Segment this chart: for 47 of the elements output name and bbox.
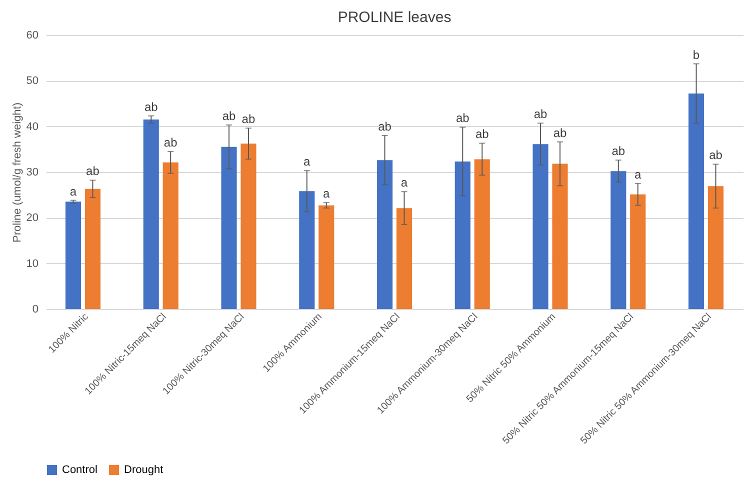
y-tick-label: 60 xyxy=(26,30,38,42)
annotation: ab xyxy=(242,112,256,126)
annotation: ab xyxy=(709,148,723,162)
annotation: b xyxy=(692,48,700,62)
annotation: a xyxy=(70,184,77,198)
annotation: ab xyxy=(378,119,392,134)
annotation: ab xyxy=(222,108,236,123)
annotation: ab xyxy=(456,111,470,126)
bar xyxy=(162,162,178,309)
bar xyxy=(318,205,334,309)
y-tick-label: 20 xyxy=(26,212,38,224)
y-tick-label: 50 xyxy=(26,75,38,88)
annotation: a xyxy=(323,186,330,201)
bar xyxy=(532,144,548,309)
bar xyxy=(65,202,82,309)
annotation: ab xyxy=(475,127,490,142)
bar xyxy=(454,161,470,309)
bar xyxy=(240,144,256,309)
annotation: ab xyxy=(612,144,626,158)
annotation: a xyxy=(400,176,408,190)
y-tick-label: 0 xyxy=(32,304,38,316)
y-axis-title: Proline (umol/g fresh weight) xyxy=(11,102,24,243)
bar xyxy=(688,93,704,309)
bar xyxy=(84,188,101,309)
annotation: ab xyxy=(164,135,178,150)
chart-title: PROLINE leaves xyxy=(338,9,452,26)
annotation: a xyxy=(634,167,642,182)
legend-label: Control xyxy=(62,464,98,476)
annotation: a xyxy=(304,154,311,169)
annotation: ab xyxy=(144,100,158,114)
bar xyxy=(376,160,393,309)
bar xyxy=(552,164,568,309)
bar xyxy=(630,194,646,309)
annotation: ab xyxy=(534,107,548,122)
bar xyxy=(299,191,315,309)
annotation: ab xyxy=(86,164,100,178)
bar xyxy=(610,171,626,309)
bar xyxy=(474,159,490,309)
annotation: ab xyxy=(553,126,567,140)
y-tick-label: 40 xyxy=(26,120,38,133)
y-tick-label: 10 xyxy=(26,258,38,270)
legend-label: Drought xyxy=(124,464,164,476)
y-tick-label: 30 xyxy=(26,166,38,178)
bar xyxy=(143,119,159,309)
bar xyxy=(708,186,724,309)
bar xyxy=(396,208,412,309)
bar xyxy=(221,146,237,309)
